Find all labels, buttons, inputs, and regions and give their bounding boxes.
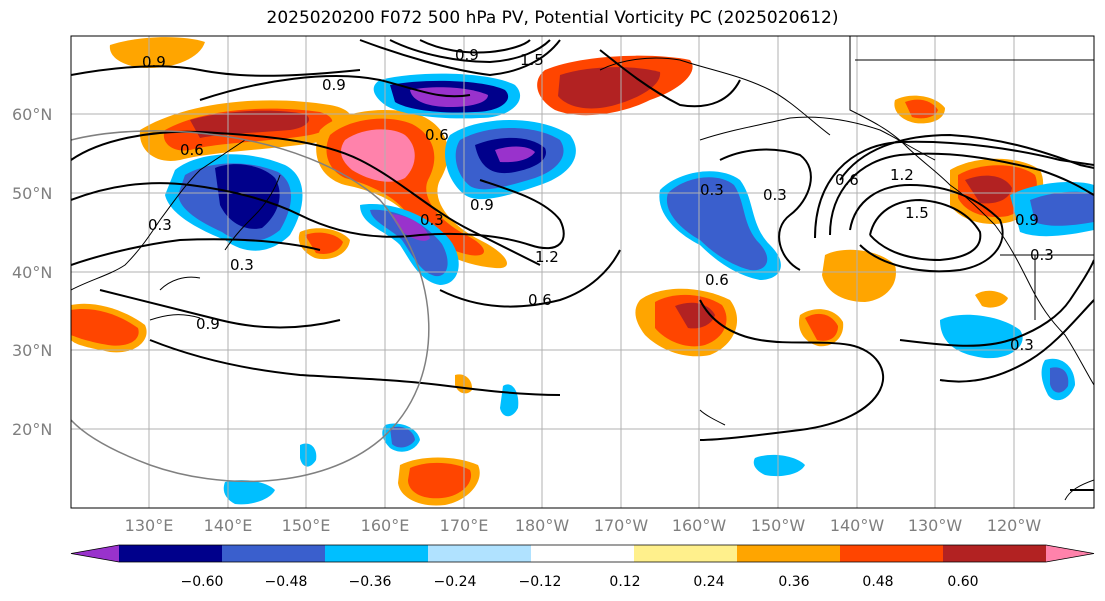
lon-label: 170°W [594,516,649,535]
lat-label: 20°N [12,420,52,439]
colorbar-segment [737,545,841,562]
longitude-labels: 130°E 140°E 150°E 160°E 170°E 180°W 170°… [125,516,1042,535]
colorbar-tick-label: −0.36 [349,574,392,590]
contour-label: 0.9 [1015,211,1039,229]
lon-label: 130°W [908,516,963,535]
colorbar-segments [70,544,1095,563]
contour-label: 0.3 [148,216,172,234]
colorbar-tick-label: 0.48 [862,574,893,590]
contour-label: 0.6 [835,171,859,189]
contour-label: 0.9 [455,46,479,64]
colorbar-segment [634,545,738,562]
lat-label: 60°N [12,105,52,124]
colorbar-tick-label: 0.24 [693,574,724,590]
contour-label: 0.9 [470,196,494,214]
colorbar-extend-min [71,545,119,562]
contour-label: 0.6 [425,126,449,144]
colorbar-tick-label: 0.12 [609,574,640,590]
contour-label: 0.3 [420,211,444,229]
colorbar-tick-label: 0.60 [947,574,978,590]
map-frame [70,35,1095,509]
colorbar-tick-label: 0.36 [778,574,809,590]
colorbar-ticks: −0.60 −0.48 −0.36 −0.24 −0.12 0.12 0.24 … [181,574,979,590]
lon-label: 120°W [987,516,1042,535]
contour-label: 0.6 [528,291,552,309]
contour-label: 0.3 [1010,336,1034,354]
lon-label: 150°W [751,516,806,535]
lon-label: 140°E [204,516,253,535]
contour-label: 0.9 [142,53,166,71]
contour-label: 1.2 [890,166,914,184]
lon-label: 180°W [515,516,570,535]
map-title: 2025020200 F072 500 hPa PV, Potential Vo… [266,8,839,28]
lon-label: 130°E [125,516,174,535]
colorbar: −0.60 −0.48 −0.36 −0.24 −0.12 0.12 0.24 … [70,544,1095,590]
lon-label: 160°E [361,516,410,535]
contour-label: 1.2 [535,248,559,266]
colorbar-segment [531,545,635,562]
contour-label: 0.9 [196,315,220,333]
contour-label: 0.3 [1030,246,1054,264]
colorbar-tick-label: −0.60 [181,574,224,590]
colorbar-segment [840,545,944,562]
contour-label: 1.5 [520,51,544,69]
colorbar-outline [70,544,1095,563]
contour-label: 0.3 [763,186,787,204]
lat-label: 50°N [12,184,52,203]
colorbar-segment [119,545,223,562]
contour-label: 0.6 [705,271,729,289]
contour-labels: 0.9 0.9 0.9 1.5 0.3 0.6 0.3 0.3 0.9 1.2 … [142,46,1054,354]
contour-label: 1.5 [905,204,929,222]
colorbar-extend-max [1046,545,1094,562]
latitude-labels: 60°N 50°N 40°N 30°N 20°N [12,105,52,439]
colorbar-tick-label: −0.12 [519,574,562,590]
contour-label: 0.3 [700,181,724,199]
range-circle [71,130,430,483]
lon-label: 150°E [282,516,331,535]
contour-label: 0.9 [322,76,346,94]
colorbar-segment [325,545,429,562]
colorbar-segment [943,545,1047,562]
colorbar-tick-label: −0.24 [434,574,477,590]
lon-label: 160°W [672,516,727,535]
pv-shading [71,37,1094,506]
pv-contours [71,39,1094,491]
lat-label: 30°N [12,341,52,360]
contour-label: 0.6 [180,141,204,159]
contour-label: 0.3 [230,256,254,274]
lon-label: 170°E [440,516,489,535]
colorbar-tick-label: −0.48 [265,574,308,590]
colorbar-segment [428,545,532,562]
lat-label: 40°N [12,263,52,282]
lon-label: 140°W [830,516,885,535]
colorbar-segment [222,545,326,562]
